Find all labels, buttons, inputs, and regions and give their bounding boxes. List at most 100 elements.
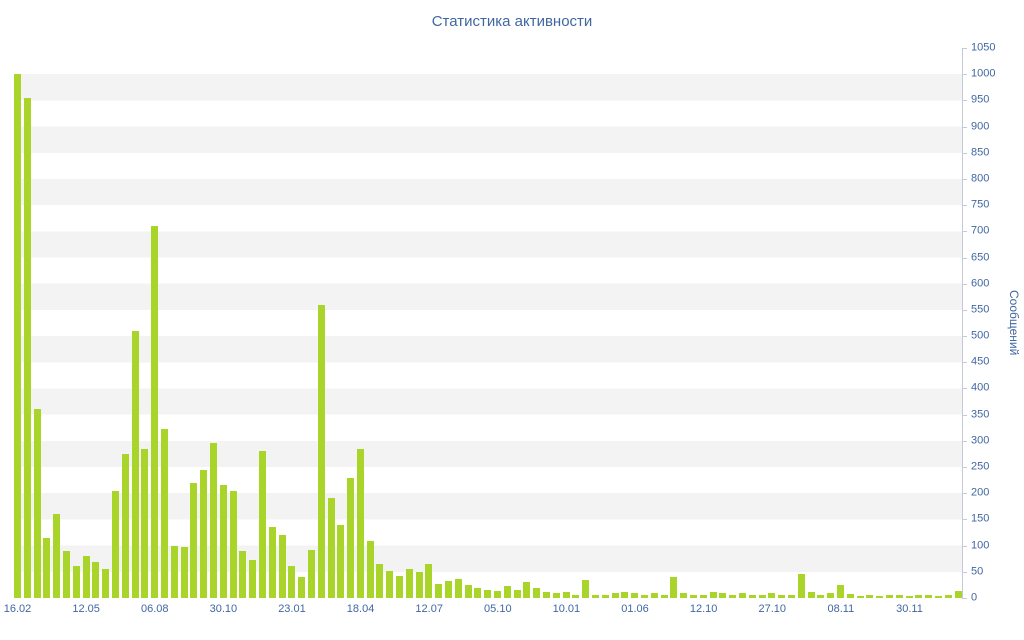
bar[interactable] <box>709 591 717 598</box>
bar[interactable] <box>249 559 257 598</box>
bar[interactable] <box>601 595 609 598</box>
bar[interactable] <box>503 586 511 598</box>
bar[interactable] <box>856 595 864 598</box>
bar[interactable] <box>729 595 737 598</box>
bar[interactable] <box>866 595 874 598</box>
x-axis-label: 05.10 <box>484 603 512 615</box>
y-axis-tick <box>963 126 967 128</box>
bar[interactable] <box>435 584 443 598</box>
bar[interactable] <box>298 577 306 598</box>
bar[interactable] <box>915 594 923 598</box>
bar[interactable] <box>347 477 355 598</box>
bar[interactable] <box>670 577 678 598</box>
bar[interactable] <box>494 590 502 598</box>
bar[interactable] <box>925 595 933 598</box>
bar[interactable] <box>660 595 668 598</box>
bar[interactable] <box>572 594 580 598</box>
bar[interactable] <box>621 591 629 598</box>
bar[interactable] <box>317 304 325 598</box>
bar[interactable] <box>885 594 893 598</box>
bar[interactable] <box>23 97 31 598</box>
bar[interactable] <box>699 595 707 598</box>
bar[interactable] <box>680 592 688 598</box>
bar[interactable] <box>415 571 423 598</box>
bar[interactable] <box>200 469 208 598</box>
bar[interactable] <box>513 590 521 598</box>
bar[interactable] <box>62 550 70 598</box>
bar[interactable] <box>552 592 560 598</box>
bar[interactable] <box>43 537 51 598</box>
bar[interactable] <box>219 485 227 598</box>
bar[interactable] <box>954 590 962 598</box>
bar[interactable] <box>53 514 61 598</box>
bar[interactable] <box>787 595 795 598</box>
bar[interactable] <box>337 524 345 598</box>
bar[interactable] <box>797 574 805 598</box>
bar[interactable] <box>131 330 139 598</box>
bar[interactable] <box>523 582 531 598</box>
bar[interactable] <box>239 550 247 598</box>
bar[interactable] <box>278 535 286 598</box>
bar[interactable] <box>474 587 482 598</box>
bar[interactable] <box>719 592 727 598</box>
bar[interactable] <box>905 595 913 598</box>
bar[interactable] <box>92 562 100 598</box>
bar[interactable] <box>631 592 639 598</box>
bar[interactable] <box>180 547 188 598</box>
bar[interactable] <box>14 74 21 598</box>
bar[interactable] <box>689 594 697 598</box>
bar[interactable] <box>758 595 766 598</box>
bar[interactable] <box>121 453 129 598</box>
bar[interactable] <box>386 570 394 598</box>
bar[interactable] <box>807 591 815 598</box>
bar[interactable] <box>876 595 884 598</box>
bar[interactable] <box>738 592 746 598</box>
bar[interactable] <box>288 565 296 598</box>
bar[interactable] <box>258 451 266 598</box>
bar[interactable] <box>268 527 276 598</box>
bar[interactable] <box>836 584 844 598</box>
bar[interactable] <box>190 482 198 598</box>
bar[interactable] <box>846 593 854 598</box>
bar[interactable] <box>170 545 178 598</box>
bar[interactable] <box>405 569 413 598</box>
bar[interactable] <box>934 595 942 598</box>
bar[interactable] <box>376 563 384 598</box>
bar[interactable] <box>641 594 648 598</box>
bar[interactable] <box>151 226 159 598</box>
bar[interactable] <box>582 579 590 598</box>
bar[interactable] <box>944 595 952 598</box>
bar[interactable] <box>650 592 658 598</box>
bar[interactable] <box>484 589 492 598</box>
bar[interactable] <box>533 587 541 598</box>
bar[interactable] <box>82 556 90 598</box>
bar[interactable] <box>454 579 462 598</box>
bar[interactable] <box>768 592 776 598</box>
bar[interactable] <box>543 591 551 598</box>
bar[interactable] <box>562 592 570 598</box>
bar[interactable] <box>72 565 80 598</box>
bar[interactable] <box>141 448 149 598</box>
bar[interactable] <box>327 498 335 598</box>
bar[interactable] <box>111 490 119 598</box>
bar[interactable] <box>592 594 600 598</box>
bar[interactable] <box>611 592 619 598</box>
bar[interactable] <box>778 594 786 598</box>
bar[interactable] <box>229 490 237 598</box>
bar[interactable] <box>102 569 110 598</box>
y-axis-label: 250 <box>971 460 990 473</box>
bar[interactable] <box>827 592 835 598</box>
bar[interactable] <box>160 429 168 598</box>
bar[interactable] <box>396 576 404 598</box>
bar[interactable] <box>209 443 217 598</box>
bar[interactable] <box>464 584 472 598</box>
bar[interactable] <box>425 564 433 598</box>
bar[interactable] <box>33 409 41 598</box>
bar[interactable] <box>895 595 903 598</box>
bar[interactable] <box>356 448 364 598</box>
bar[interactable] <box>366 541 374 598</box>
bar[interactable] <box>307 549 315 598</box>
bar[interactable] <box>748 594 756 598</box>
bar[interactable] <box>445 581 453 598</box>
bar[interactable] <box>817 595 825 598</box>
